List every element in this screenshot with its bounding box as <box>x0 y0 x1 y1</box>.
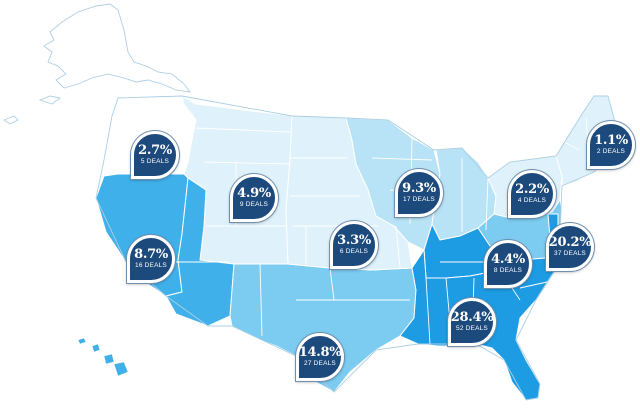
badge-percent: 28.4% <box>450 310 494 325</box>
badge-deals: 17 DEALS <box>403 196 435 203</box>
badge-deals: 37 DEALS <box>554 250 586 257</box>
badge-percent: 8.7% <box>134 247 168 262</box>
badge-percent: 4.9% <box>237 186 271 201</box>
badge-northwest: 2.7% 5 DEALS <box>131 131 179 179</box>
badge-texas-southwest: 14.8% 27 DEALS <box>296 333 344 381</box>
badge-deals: 8 DEALS <box>493 267 523 274</box>
alaska-island <box>3 115 19 125</box>
badge-deals: 2 DEALS <box>596 148 626 155</box>
badge-mountain: 4.9% 9 DEALS <box>230 174 278 222</box>
badge-percent: 20.2% <box>548 235 592 250</box>
badge-percent: 1.1% <box>594 133 628 148</box>
badge-deals: 4 DEALS <box>517 197 547 204</box>
alaska-island <box>38 95 62 105</box>
country-outline <box>95 95 619 401</box>
badge-deals: 16 DEALS <box>135 262 167 269</box>
region-alaska <box>43 3 192 93</box>
badge-california-nevada: 8.7% 16 DEALS <box>127 235 175 283</box>
region-hawaii <box>91 343 101 353</box>
badge-deals: 9 DEALS <box>239 201 269 208</box>
badge-percent: 3.3% <box>337 233 371 248</box>
region-hawaii <box>103 353 115 365</box>
badge-deals: 52 DEALS <box>456 325 488 332</box>
badge-midwest: 9.3% 17 DEALS <box>395 169 443 217</box>
badge-percent: 2.7% <box>138 143 172 158</box>
badge-northeast-interior: 2.2% 4 DEALS <box>508 170 556 218</box>
badge-appalachia: 4.4% 8 DEALS <box>484 240 532 288</box>
badge-percent: 4.4% <box>491 252 525 267</box>
badge-deals: 6 DEALS <box>339 248 369 255</box>
badge-percent: 9.3% <box>402 181 436 196</box>
badge-percent: 14.8% <box>298 345 342 360</box>
region-hawaii <box>113 361 129 377</box>
badge-deals: 5 DEALS <box>140 158 170 165</box>
badge-mid-atlantic: 20.2% 37 DEALS <box>546 223 594 271</box>
badge-southeast: 28.4% 52 DEALS <box>448 298 496 346</box>
badge-percent: 2.2% <box>515 182 549 197</box>
region-hawaii <box>77 337 87 345</box>
badge-new-england: 1.1% 2 DEALS <box>587 121 635 169</box>
badge-deals: 27 DEALS <box>304 360 336 367</box>
badge-plains: 3.3% 6 DEALS <box>330 221 378 269</box>
